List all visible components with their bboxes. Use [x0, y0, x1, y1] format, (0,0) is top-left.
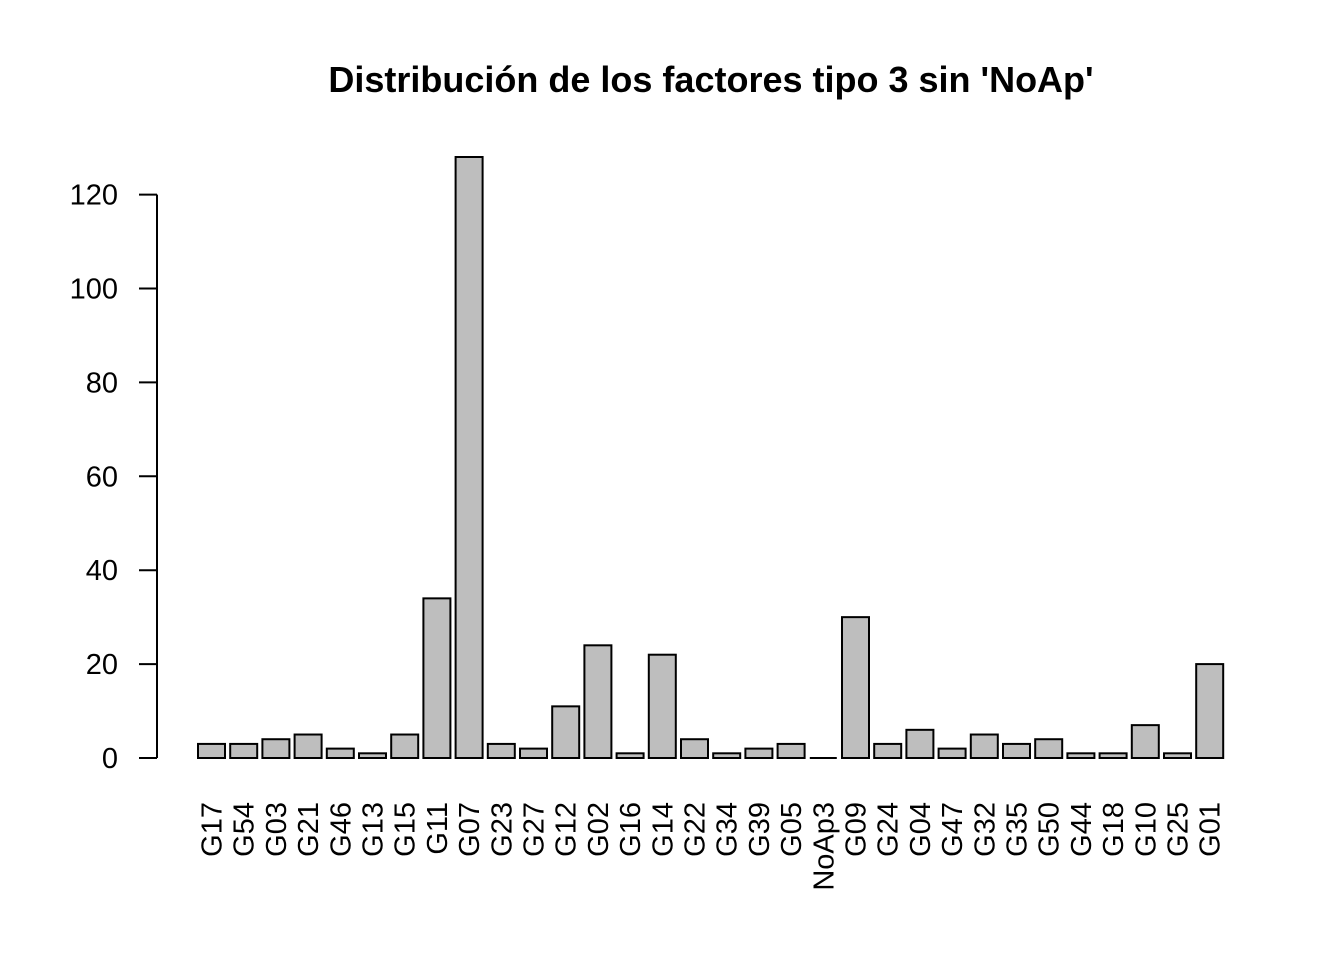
- bar-g35: [1002, 742, 1031, 759]
- x-tick-label: G32: [969, 802, 1001, 857]
- x-tick-label: G35: [1002, 802, 1034, 857]
- y-tick-label: 0: [102, 743, 118, 775]
- x-tick-label: G07: [454, 802, 486, 857]
- bar-g07: [454, 156, 484, 759]
- y-tick-label: 40: [86, 555, 118, 587]
- x-tick-label: G04: [905, 802, 937, 857]
- x-tick-label: G05: [776, 802, 808, 857]
- x-tick-label: G27: [519, 802, 551, 857]
- bar-g24: [873, 742, 903, 759]
- x-tick-label: G11: [422, 802, 454, 855]
- x-tick-label: G54: [229, 802, 261, 857]
- x-tick-label: G09: [841, 802, 873, 857]
- y-tick-label: 120: [70, 180, 118, 212]
- x-tick-label: G18: [1098, 802, 1130, 857]
- bar-g44: [1066, 752, 1096, 759]
- x-tick-label: G16: [615, 802, 647, 857]
- x-tick-label: G50: [1034, 802, 1066, 857]
- x-tick-label: G22: [680, 802, 712, 857]
- bar-g16: [615, 752, 645, 759]
- x-tick-label: G12: [551, 802, 583, 857]
- x-axis-labels: G17 G54 G03 G21 G46 G13 G15 G11 G07 G23 G27 G12 G02 G…: [197, 802, 1227, 891]
- chart-title: Distribución de los factores tipo 3 sin …: [328, 59, 1093, 100]
- bar-g32: [969, 733, 999, 759]
- y-tick-label: 80: [86, 367, 118, 399]
- bar-g01: [1195, 663, 1225, 759]
- x-tick-label: G25: [1163, 802, 1195, 857]
- x-tick-label: G01: [1195, 802, 1227, 857]
- x-tick-label: G24: [873, 802, 905, 857]
- x-tick-label: NoAp3: [808, 802, 840, 891]
- bar-g18: [1098, 752, 1128, 759]
- y-tick-label: 60: [86, 461, 118, 493]
- y-axis: 0 20 40 60 80 100 120: [70, 180, 158, 775]
- x-tick-label: G47: [937, 802, 969, 857]
- bar-g14: [647, 653, 677, 759]
- bar-g27: [519, 747, 548, 759]
- x-tick-label: G44: [1066, 802, 1098, 857]
- x-tick-label: G46: [325, 802, 357, 857]
- bar-g12: [551, 705, 581, 759]
- bar-g47: [937, 747, 967, 759]
- bar-g03: [261, 738, 291, 759]
- x-tick-label: G14: [647, 802, 679, 857]
- bar-g25: [1163, 752, 1192, 759]
- y-tick-label: 100: [70, 273, 118, 305]
- x-tick-label: G03: [261, 802, 293, 857]
- bar-g09: [841, 616, 870, 759]
- bar-g05: [776, 742, 806, 759]
- bar-g50: [1034, 738, 1064, 759]
- y-tick-label: 20: [86, 649, 118, 681]
- bar-g13: [358, 752, 387, 759]
- bars: [197, 156, 1225, 759]
- bar-g11: [422, 597, 452, 759]
- bar-g02: [583, 644, 613, 759]
- bar-g10: [1130, 724, 1160, 759]
- x-tick-label: G17: [197, 802, 229, 857]
- bar-g22: [680, 738, 709, 759]
- bar-g34: [712, 752, 742, 759]
- x-tick-label: G39: [744, 802, 776, 857]
- bar-g54: [229, 742, 259, 759]
- bar-g15: [390, 733, 420, 759]
- bar-g39: [744, 747, 774, 759]
- bar-g23: [486, 742, 516, 759]
- x-tick-label: G21: [293, 802, 325, 857]
- x-tick-label: G23: [486, 802, 518, 857]
- bar-g21: [293, 733, 323, 759]
- bar-g17: [197, 742, 226, 759]
- bar-g46: [325, 747, 355, 759]
- x-tick-label: G02: [583, 802, 615, 857]
- x-tick-label: G15: [390, 802, 422, 857]
- x-tick-label: G10: [1130, 802, 1162, 857]
- bar-g04: [905, 728, 935, 759]
- x-tick-label: G34: [712, 802, 744, 857]
- x-tick-label: G13: [358, 802, 390, 857]
